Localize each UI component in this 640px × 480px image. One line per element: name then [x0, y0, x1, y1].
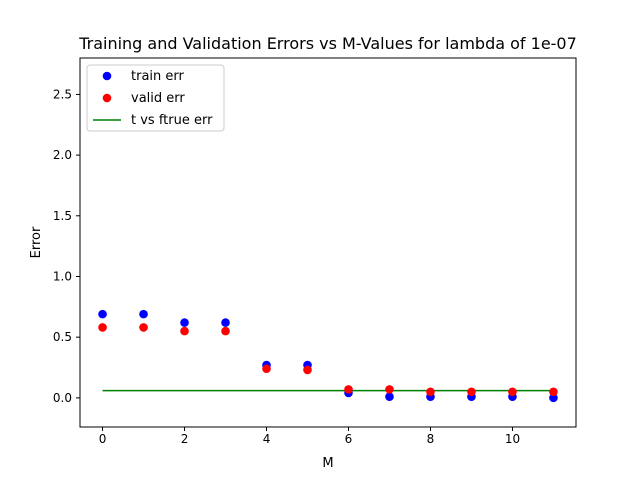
- data-point-0-0: [98, 309, 107, 319]
- x-axis-ticks: 0 2 4 6 8 10: [99, 427, 520, 446]
- data-point-1-6: [344, 385, 353, 394]
- data-point-0-3: [221, 318, 230, 327]
- y-tick-label: 0.0: [53, 391, 72, 405]
- y-tick-label: 1.0: [53, 269, 72, 283]
- y-tick-label: 2.5: [53, 87, 72, 101]
- legend-label-2: t vs ftrue err: [131, 113, 213, 128]
- data-point-1-3: [221, 326, 230, 336]
- x-tick-label: 2: [181, 432, 189, 446]
- data-point-1-5: [303, 365, 312, 375]
- data-point-0-1: [139, 309, 148, 319]
- legend-marker-0: [102, 71, 112, 81]
- y-axis-label: Error: [29, 226, 44, 258]
- data-point-0-7: [385, 392, 394, 401]
- x-tick-label: 0: [99, 432, 107, 446]
- x-axis-label: M: [322, 456, 333, 471]
- x-tick-label: 8: [427, 432, 435, 446]
- data-point-0-11: [549, 393, 558, 403]
- plot-area: [98, 309, 558, 403]
- legend-label-1: valid err: [131, 91, 185, 106]
- data-point-1-9: [467, 387, 476, 397]
- data-point-1-10: [508, 387, 517, 397]
- y-axis-ticks: 0.0 0.5 1.0 1.5 2.0 2.5: [53, 87, 80, 405]
- data-point-1-8: [426, 387, 435, 397]
- data-point-1-1: [139, 323, 148, 332]
- y-tick-label: 0.5: [53, 330, 72, 344]
- y-tick-label: 2.0: [53, 148, 72, 162]
- legend-box: [86, 64, 225, 132]
- legend: train err valid err t vs ftrue err: [86, 64, 225, 132]
- x-tick-label: 4: [263, 432, 271, 446]
- y-tick-label: 1.5: [53, 209, 72, 223]
- data-point-1-4: [262, 364, 271, 374]
- legend-label-0: train err: [131, 69, 185, 84]
- data-point-1-2: [180, 326, 189, 336]
- legend-marker-1: [102, 93, 112, 103]
- data-point-0-2: [180, 318, 189, 327]
- data-point-1-7: [385, 385, 394, 394]
- data-point-1-0: [98, 323, 107, 332]
- chart-title: Training and Validation Errors vs M-Valu…: [78, 34, 577, 53]
- x-tick-label: 6: [345, 432, 353, 446]
- x-tick-label: 10: [505, 432, 520, 446]
- data-point-1-11: [549, 387, 558, 397]
- plot-frame: [79, 57, 577, 428]
